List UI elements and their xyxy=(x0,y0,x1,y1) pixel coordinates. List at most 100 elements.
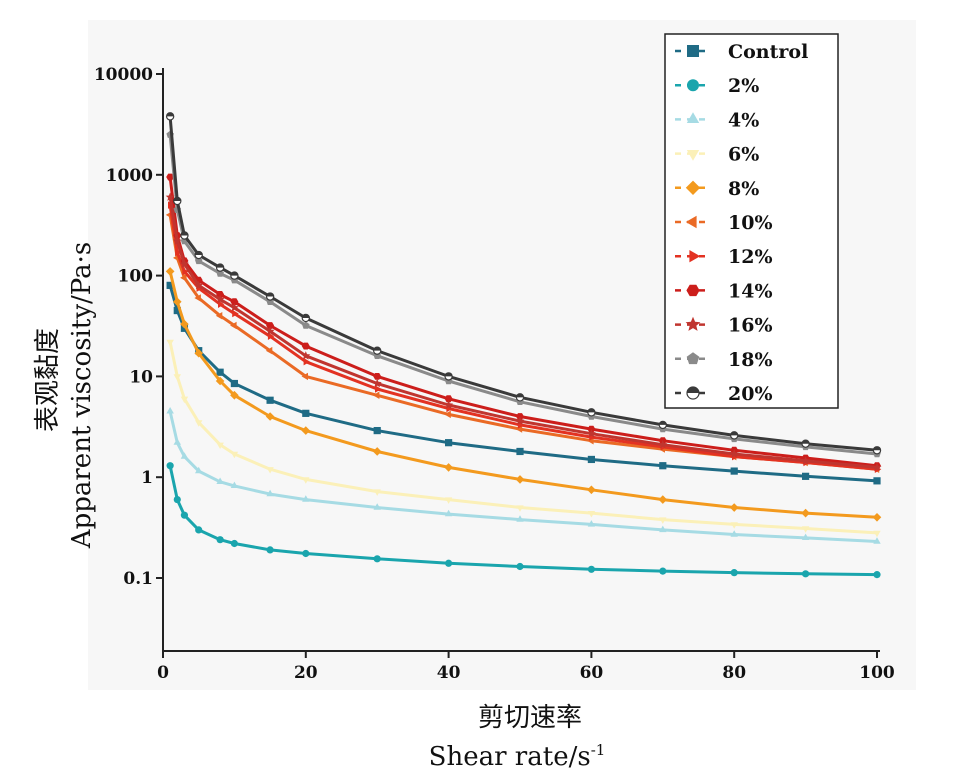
data-point xyxy=(444,410,451,419)
data-point xyxy=(730,467,738,475)
legend: Control 2% 4% 6% 8% 10% 12% 14% 16% 18% 20% xyxy=(664,33,839,409)
legend-label: 14% xyxy=(728,280,773,302)
series-line xyxy=(168,271,878,519)
data-point-half xyxy=(180,231,189,236)
legend-marker xyxy=(686,284,700,297)
legend-item: 4% xyxy=(675,109,759,131)
data-point xyxy=(195,420,203,427)
data-point xyxy=(872,462,882,472)
data-point xyxy=(230,390,239,400)
data-point xyxy=(302,495,310,502)
data-point xyxy=(230,451,239,459)
y-tick-label: 100 xyxy=(118,267,154,287)
data-point xyxy=(265,326,275,336)
data-point xyxy=(232,309,239,318)
data-point xyxy=(180,452,189,459)
legend-marker xyxy=(685,180,701,195)
data-point xyxy=(515,475,525,484)
series-20pct xyxy=(165,112,882,455)
data-point xyxy=(302,321,310,329)
data-point xyxy=(173,438,181,445)
data-point xyxy=(195,526,203,534)
data-point xyxy=(301,426,311,435)
data-point xyxy=(194,294,201,302)
legend-item: 10% xyxy=(675,212,773,234)
x-tick-label: 0 xyxy=(157,663,169,683)
data-point-half xyxy=(173,197,181,201)
data-point xyxy=(165,192,175,201)
data-point xyxy=(445,559,453,567)
legend-label: 4% xyxy=(728,109,759,131)
data-point xyxy=(173,495,181,504)
data-point xyxy=(444,463,453,472)
data-point xyxy=(230,481,239,488)
y-axis-title: Apparent viscosity/Pa·s xyxy=(67,242,97,549)
data-point xyxy=(373,489,381,496)
legend-marker xyxy=(687,79,699,92)
data-point xyxy=(802,570,810,578)
legend-label: 12% xyxy=(728,246,773,268)
legend-item: 18% xyxy=(675,349,773,371)
series-6pct xyxy=(166,339,881,538)
series-line xyxy=(168,176,878,468)
data-point-half xyxy=(373,347,381,351)
legend-marker xyxy=(686,112,700,123)
legend-marker xyxy=(687,45,699,57)
x-axis-title-cn: 剪切速率 xyxy=(478,703,582,733)
data-point xyxy=(303,357,311,366)
data-point-half xyxy=(730,431,738,436)
series-8pct xyxy=(165,267,882,522)
data-point xyxy=(372,378,382,388)
data-point xyxy=(166,173,175,181)
data-point-half xyxy=(516,393,524,398)
data-point xyxy=(215,294,225,304)
data-point-half xyxy=(802,440,810,444)
x-tick-label: 40 xyxy=(437,663,461,683)
data-point xyxy=(180,319,189,329)
legend-item: 8% xyxy=(675,178,759,200)
data-point xyxy=(216,291,225,298)
data-point xyxy=(216,536,224,544)
data-point xyxy=(166,281,174,289)
data-point xyxy=(172,236,182,245)
data-point xyxy=(516,505,524,512)
data-point xyxy=(659,462,667,470)
series-2pct xyxy=(166,462,881,579)
data-point xyxy=(302,409,310,417)
data-point xyxy=(173,306,181,315)
data-point xyxy=(215,312,223,320)
legend-marker xyxy=(685,316,701,331)
y-tick-label: 0.1 xyxy=(123,569,153,589)
data-point xyxy=(801,526,810,533)
series-line xyxy=(168,411,878,543)
data-point xyxy=(165,267,175,276)
data-point xyxy=(267,332,275,340)
data-point xyxy=(373,503,381,510)
data-point xyxy=(730,522,738,529)
axes-layer xyxy=(162,68,880,652)
data-point xyxy=(444,497,453,504)
data-point xyxy=(266,396,274,404)
legend-label: Control xyxy=(728,41,808,63)
y-tick-label: 1 xyxy=(141,468,153,488)
data-point xyxy=(215,376,225,386)
data-point xyxy=(373,555,381,563)
legend-marker xyxy=(686,352,700,365)
data-point xyxy=(873,537,881,544)
data-point xyxy=(586,429,596,438)
legend-label: 6% xyxy=(728,144,759,166)
data-point-half xyxy=(302,314,310,318)
data-point xyxy=(173,374,181,381)
data-point xyxy=(873,477,881,485)
data-point xyxy=(730,569,738,577)
data-point xyxy=(658,495,668,504)
data-point xyxy=(194,280,204,290)
data-point-half xyxy=(445,372,453,377)
data-point xyxy=(301,342,310,350)
data-point xyxy=(175,248,182,257)
x-axis-title: Shear rate/s-1 xyxy=(429,741,606,772)
y-tick-label: 10 xyxy=(129,367,153,387)
data-point-half xyxy=(166,112,174,117)
x-tick-label: 80 xyxy=(722,663,746,683)
data-point xyxy=(372,391,380,399)
